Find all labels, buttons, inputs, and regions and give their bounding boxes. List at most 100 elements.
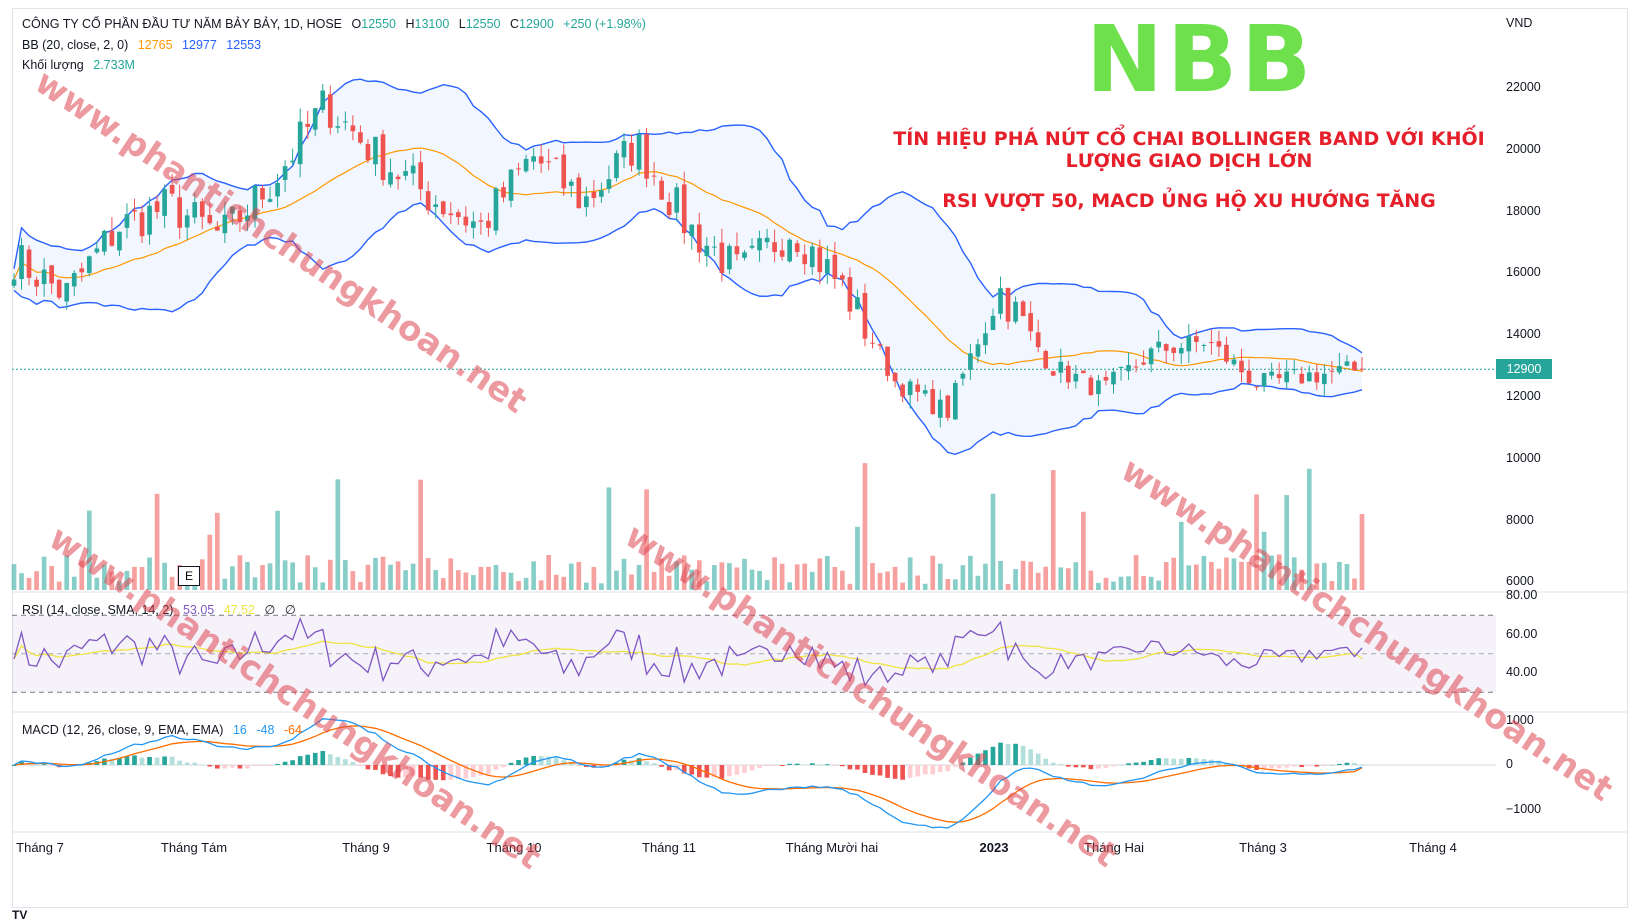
volume-bar <box>132 566 137 590</box>
macd-hist-bar <box>794 763 800 765</box>
candle-body <box>644 134 649 179</box>
candle-body <box>809 246 815 268</box>
volume-bar <box>1088 570 1094 590</box>
macd-hist-bar <box>425 765 431 780</box>
candle-body <box>49 265 54 284</box>
volume-bar <box>139 566 145 590</box>
candle-body <box>787 239 792 262</box>
volume-bar <box>1020 560 1026 590</box>
volume-bar <box>1216 568 1222 590</box>
macd-legend[interactable]: MACD (12, 26, close, 9, EMA, EMA) 16 -48… <box>22 723 308 737</box>
macd-hist-bar <box>651 763 657 765</box>
candle-body <box>1261 373 1267 387</box>
price-tick-label: 18000 <box>1506 203 1541 218</box>
candle-body <box>840 275 845 280</box>
macd-hist-bar <box>734 765 740 775</box>
tradingview-logo[interactable]: TV <box>12 908 28 922</box>
candle-body <box>606 179 612 189</box>
candle-body <box>1201 345 1207 347</box>
volume-bar <box>478 566 484 590</box>
volume-bar <box>1329 581 1335 590</box>
volume-legend[interactable]: Khối lượng 2.733M <box>22 58 141 72</box>
macd-hist-bar <box>945 765 951 772</box>
macd-hist-bar <box>124 756 130 765</box>
macd-hist-bar <box>327 754 333 765</box>
macd-hist-bar <box>305 754 311 765</box>
macd-hist-bar <box>237 765 243 769</box>
candle-body <box>350 125 356 132</box>
volume-bar <box>885 571 890 590</box>
macd-hist-bar <box>1020 745 1026 765</box>
macd-hist-bar <box>455 765 461 779</box>
candle-body <box>1209 342 1214 344</box>
volume-bar <box>1201 555 1207 590</box>
volume-bar <box>621 558 627 590</box>
macd-hist-bar <box>1088 765 1094 770</box>
volume-bar <box>486 566 491 590</box>
volume-bar <box>365 564 371 590</box>
volume-bar <box>998 560 1003 590</box>
candle-body <box>561 154 567 189</box>
volume-bar <box>719 562 725 590</box>
candle-body <box>86 256 92 274</box>
macd-hist-bar <box>960 762 966 765</box>
macd-hist-bar <box>139 757 145 765</box>
macd-hist-bar <box>1163 758 1169 765</box>
volume-bar <box>892 566 898 590</box>
candle-body <box>1299 373 1305 384</box>
time-tick-label: Tháng 9 <box>342 840 390 855</box>
macd-hist-bar <box>809 763 815 765</box>
volume-bar <box>802 563 808 590</box>
event-marker[interactable]: E <box>178 566 200 586</box>
volume-bar <box>222 578 228 590</box>
candle-body <box>267 199 273 202</box>
volume-bar <box>840 570 845 590</box>
volume-bar <box>516 581 521 590</box>
macd-hist-bar <box>659 765 664 767</box>
macd-hist-bar <box>508 762 514 765</box>
volume-bar <box>930 555 936 590</box>
macd-hist-bar <box>1141 761 1146 765</box>
macd-hist-bar <box>169 756 175 765</box>
volume-bar <box>147 557 152 590</box>
volume-bar <box>681 555 687 590</box>
macd-hist-bar <box>207 765 213 767</box>
volume-bar <box>305 555 311 590</box>
bb-legend[interactable]: BB (20, close, 2, 0) 12765 12977 12553 <box>22 38 267 52</box>
macd-hist-bar <box>403 765 408 778</box>
bb-label: BB (20, close, 2, 0) <box>22 38 129 52</box>
volume-bar <box>809 571 815 590</box>
macd-hist-bar <box>19 761 24 765</box>
volume-bar <box>230 566 235 590</box>
candle-body <box>245 215 250 222</box>
macd-value: -48 <box>256 723 275 737</box>
volume-bar <box>779 563 785 590</box>
candle-body <box>501 187 506 198</box>
candle-body <box>252 185 258 220</box>
macd-hist-bar <box>388 765 393 777</box>
macd-hist-bar <box>531 755 536 765</box>
macd-hist-bar <box>824 764 830 766</box>
candle-body <box>824 259 830 274</box>
volume-bar <box>576 561 582 590</box>
volume-bar <box>1126 576 1131 590</box>
rsi-legend[interactable]: RSI (14, close, SMA, 14, 2) 53.05 47.52 … <box>22 602 302 617</box>
volume-bar <box>937 563 943 590</box>
volume-bar <box>712 565 717 590</box>
macd-hist-bar <box>109 758 115 765</box>
price-tick-label: 16000 <box>1506 265 1541 280</box>
candle-body <box>636 134 642 170</box>
volume-bar <box>358 582 363 590</box>
candle-body <box>764 237 770 243</box>
volume-bar <box>1043 566 1049 590</box>
macd-hist-bar <box>885 765 890 778</box>
price-tick-label: 14000 <box>1506 327 1541 342</box>
candle-body <box>41 269 47 285</box>
macd-hist-bar <box>1043 758 1049 765</box>
volume-bar <box>312 567 318 590</box>
candle-body <box>1005 287 1011 322</box>
volume-bar <box>1141 575 1146 590</box>
macd-hist-bar <box>764 765 770 766</box>
macd-hist-bar <box>817 764 823 766</box>
